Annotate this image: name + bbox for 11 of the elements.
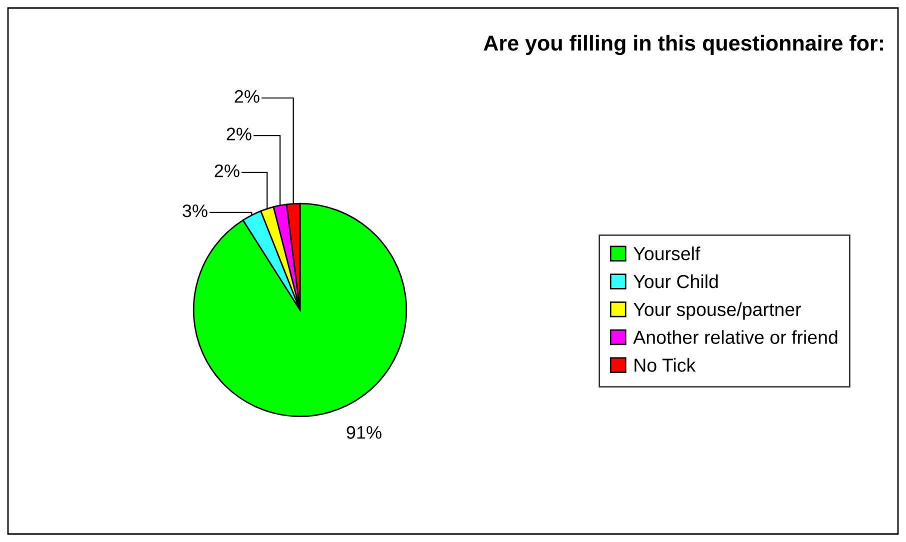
data-label: 2% bbox=[214, 164, 240, 178]
chart-title: Are you filling in this questionnaire for: bbox=[484, 34, 883, 56]
legend-label: Another relative or friend bbox=[633, 330, 838, 344]
data-label: 2% bbox=[234, 90, 260, 103]
legend-label: Your spouse/partner bbox=[634, 302, 801, 320]
data-label: 2% bbox=[226, 128, 252, 140]
legend-label: Yourself bbox=[634, 246, 700, 260]
data-label: 3% bbox=[182, 204, 208, 218]
data-label: 91% bbox=[346, 426, 382, 439]
legend-label: Your Child bbox=[634, 274, 718, 288]
legend-label: No Tick bbox=[634, 358, 696, 372]
